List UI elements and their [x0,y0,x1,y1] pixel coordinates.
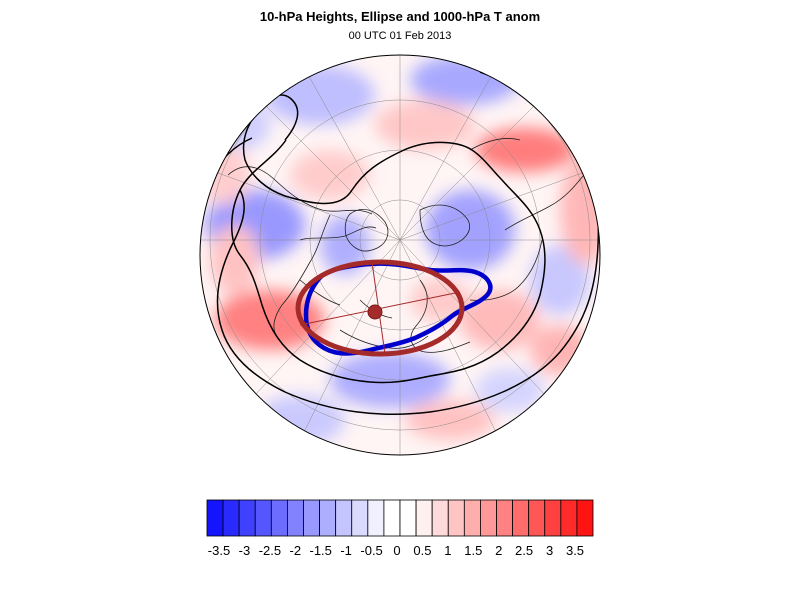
colorbar-swatch [463,499,481,537]
vortex-ellipse [295,259,465,357]
colorbar-tick-label: -0.5 [360,543,383,558]
colorbar-swatch [206,499,224,537]
colorbar-tick-label: -2.5 [258,543,282,558]
colorbar-tick-label: -1 [340,543,352,558]
colorbar-swatch [238,499,256,537]
graticule [200,55,600,455]
colorbar-swatch [335,499,353,537]
colorbar-swatch [496,499,513,537]
colorbar-swatch [351,499,369,537]
colorbar-tick-label: 0.5 [413,543,432,558]
colorbar-swatch [415,499,433,537]
colorbar-swatch [576,499,594,537]
colorbar-tick-label: 1.5 [464,543,483,558]
colorbar-swatch [303,499,320,537]
colorbar-swatch [254,499,272,537]
colorbar-swatch [399,499,417,537]
colorbar-tick-label: -2 [289,543,302,558]
colorbar-swatch [528,499,546,537]
plot-title: 10-hPa Heights, Ellipse and 1000-hPa T a… [259,9,541,24]
colorbar-tick-label: 2 [495,543,503,558]
colorbar-swatch [447,499,465,537]
colorbar-swatch [560,499,578,537]
colorbar-swatch [270,499,288,537]
colorbar-swatch [544,499,562,537]
colorbar-tick-label: 2.5 [515,543,534,558]
colorbar-swatch [512,499,530,537]
coastlines [227,138,584,353]
colorbar-swatch [383,499,401,537]
colorbar-tick-label: 1 [444,543,452,558]
colorbar-swatch [319,499,337,537]
colorbar-swatch [287,499,304,537]
temperature-anomaly-field [200,55,600,455]
colorbar-swatch [222,499,240,537]
colorbar-tick-label: 3 [545,543,554,558]
map-boundary [199,54,601,456]
colorbar-tick-label: -3.5 [207,543,231,558]
colorbar-swatch [480,499,497,537]
plot-subtitle: 00 UTC 01 Feb 2013 [348,30,452,42]
ellipse-center-marker [367,304,383,320]
colorbar-swatch [431,499,449,537]
colorbar-tick-label: 0 [393,543,401,558]
colorbar-tick-label: -3 [238,543,251,558]
colorbar-tick-label: 3.5 [565,543,585,558]
colorbar-tick-label: -1.5 [309,543,332,558]
colorbar-swatch [367,499,385,537]
